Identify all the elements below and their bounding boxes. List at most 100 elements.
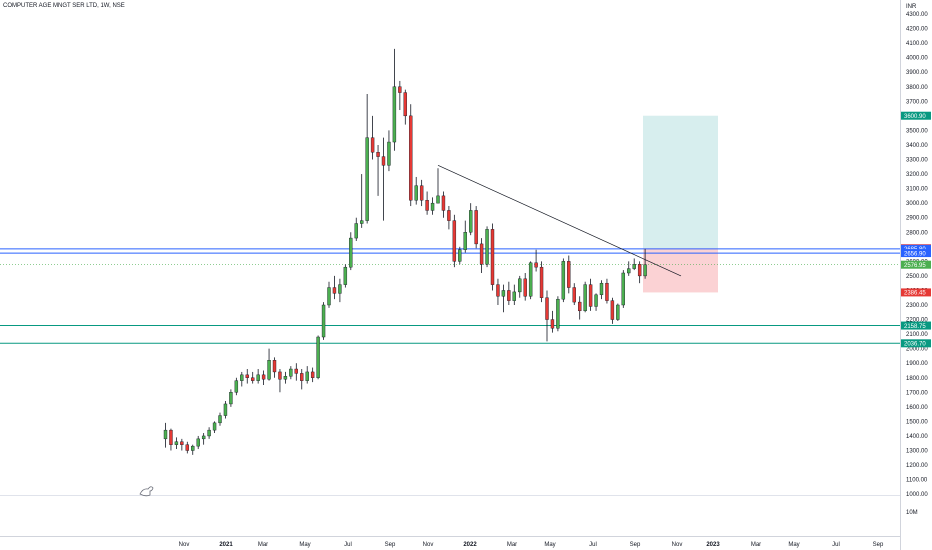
candle-body xyxy=(201,435,206,440)
candle-body xyxy=(196,438,200,447)
candle-body xyxy=(354,223,358,239)
y-tick-label: 1300.00 xyxy=(906,449,928,455)
candle-body xyxy=(545,297,549,320)
candle-body xyxy=(398,86,402,93)
candle-body xyxy=(518,278,522,293)
candle-body xyxy=(332,287,337,294)
candle-body xyxy=(436,195,440,204)
x-tick-label: Sep xyxy=(630,542,641,548)
y-tick-label: 3400.00 xyxy=(906,143,928,149)
x-tick-label: Jul xyxy=(589,542,597,548)
trendline-layer xyxy=(437,165,682,277)
chart-title: COMPUTER AGE MNGT SER LTD, 1W, NSE xyxy=(3,3,125,9)
level-price-tag: 2656.90 xyxy=(904,251,926,257)
candle-body xyxy=(419,185,424,201)
target-price-tag: 3600.90 xyxy=(904,114,926,120)
candle-body xyxy=(496,284,500,297)
candle-body xyxy=(365,137,369,221)
y-tick-label: 2100.00 xyxy=(906,332,928,338)
candle-body xyxy=(289,368,293,377)
candle-body xyxy=(594,294,598,307)
tradingview-logo-icon xyxy=(139,486,154,497)
y-tick-label: 2200.00 xyxy=(906,318,928,324)
candle-body xyxy=(528,262,533,297)
candle-body xyxy=(637,264,642,277)
x-tick-label: Nov xyxy=(179,542,190,548)
y-tick-label: 2900.00 xyxy=(906,216,928,222)
y-tick-label: 1700.00 xyxy=(906,390,928,396)
y-tick-label: 1600.00 xyxy=(906,405,928,411)
candle-body xyxy=(316,336,320,378)
last-price-tag: 2576.95 xyxy=(904,263,926,269)
level-price-tag: 2158.75 xyxy=(904,324,926,330)
candle-body xyxy=(207,429,211,437)
x-tick-label: 2021 xyxy=(219,542,233,548)
candle-body xyxy=(501,290,506,297)
candle-body xyxy=(523,278,527,297)
candle-body xyxy=(561,261,566,300)
candle-body xyxy=(392,86,397,143)
y-tick-label: 1100.00 xyxy=(906,478,928,484)
candle-body xyxy=(343,266,348,285)
y-tick-label: 3500.00 xyxy=(906,128,928,134)
x-tick-label: Sep xyxy=(873,542,884,548)
x-tick-label: Mar xyxy=(751,542,761,548)
x-tick-label: Mar xyxy=(258,542,268,548)
candle-body xyxy=(474,210,478,245)
y-tick-label: 3900.00 xyxy=(906,70,928,76)
candle-body xyxy=(458,249,462,262)
level-price-tag-bg xyxy=(901,321,931,330)
candle-body xyxy=(447,210,451,221)
candle-body xyxy=(272,360,277,373)
y-tick-label: 4200.00 xyxy=(906,27,928,33)
candle-body xyxy=(234,380,239,393)
candle-body xyxy=(185,444,190,451)
y-tick-label: 1900.00 xyxy=(906,361,928,367)
candles xyxy=(163,48,647,455)
y-tick-label: 3700.00 xyxy=(906,99,928,105)
candle-body xyxy=(550,319,555,329)
candle-body xyxy=(605,282,609,301)
x-tick-label: May xyxy=(544,542,555,548)
candle-body xyxy=(567,261,571,288)
candle-body xyxy=(191,445,195,451)
x-tick-label: 2022 xyxy=(463,542,477,548)
y-tick-label: 4100.00 xyxy=(906,41,928,47)
y-tick-label: 2000.00 xyxy=(906,347,928,353)
candle-body xyxy=(403,92,407,117)
candle-body xyxy=(588,284,593,307)
level-price-tag: 2036.70 xyxy=(904,342,926,348)
candle-body xyxy=(632,264,636,269)
y-tick-label: 1400.00 xyxy=(906,434,928,440)
candle-body xyxy=(599,282,604,296)
candle-body xyxy=(212,422,217,431)
candle-body xyxy=(321,304,326,338)
candle-body xyxy=(643,264,647,277)
price-axis: INR 1000.00 1100.00 1200.00 1300.00 1400.00 15… xyxy=(900,0,931,550)
y-tick-label: 4300.00 xyxy=(906,12,928,18)
x-tick-label: May xyxy=(788,542,799,548)
candle-body xyxy=(327,287,331,306)
candle-body xyxy=(490,229,495,285)
candle-body xyxy=(250,377,255,381)
candle-body xyxy=(610,300,615,320)
candle-body xyxy=(430,202,435,211)
candle-body xyxy=(452,220,457,262)
y-tick-label: 1200.00 xyxy=(906,463,928,469)
candle-body xyxy=(485,229,489,265)
candle-body xyxy=(218,415,222,424)
candle-body xyxy=(441,195,446,211)
y-tick-label: 1800.00 xyxy=(906,376,928,382)
horizontal-levels xyxy=(0,248,900,344)
candle-body xyxy=(294,368,298,374)
level-price-tag-bg xyxy=(901,249,931,258)
x-tick-label: Jul xyxy=(832,542,840,548)
candle-body xyxy=(479,243,484,265)
y-tick-label: 2800.00 xyxy=(906,230,928,236)
time-axis: Nov 2021 Mar May Jul Sep Nov 2022 Mar May Jul Sep No… xyxy=(0,536,900,548)
candle-body xyxy=(300,373,304,381)
candle-body xyxy=(261,374,266,380)
y-tick-label: 2300.00 xyxy=(906,303,928,309)
stop-price-tag: 2386.45 xyxy=(904,291,926,297)
